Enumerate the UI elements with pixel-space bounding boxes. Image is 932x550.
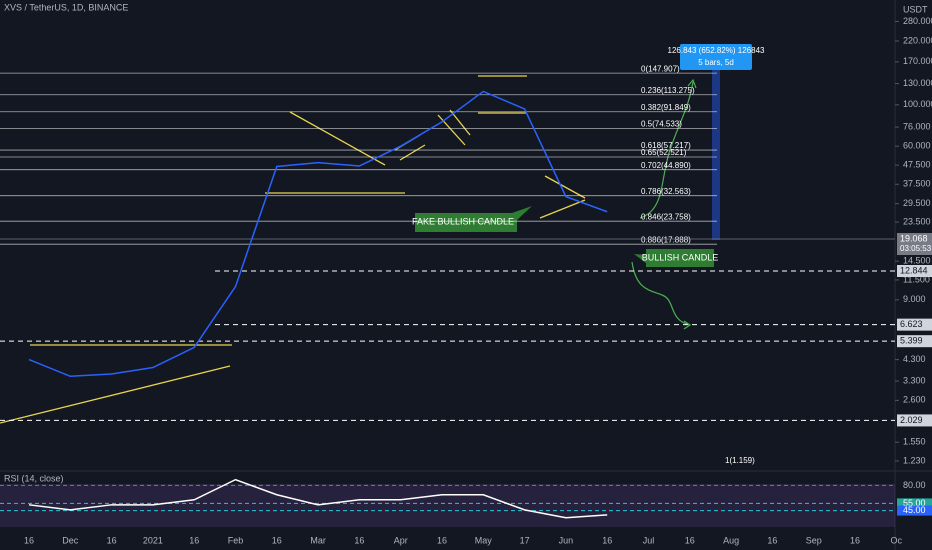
fib-label: 0(147.907) [641,64,680,73]
x-tick-label: May [475,535,493,545]
x-tick-label: 17 [520,535,530,545]
x-tick-label: Aug [723,535,739,545]
price-level-label: 5.399 [900,336,923,346]
x-tick-label: 16 [850,535,860,545]
annotation-box [415,206,532,232]
y-tick-label: 100.000 [903,99,932,109]
countdown: 03:05:53 [900,244,932,253]
y-tick-label: 60.000 [903,141,931,151]
x-tick-label: 16 [437,535,447,545]
y-tick-label: 1.550 [903,437,926,447]
measure-box [680,44,752,70]
fib-label: 0.786(32.563) [641,187,691,196]
rsi-level-tag [897,505,932,516]
x-tick-label: Feb [228,535,244,545]
x-tick-label: 16 [767,535,777,545]
measure-label: 126.843 (652.82%) 126843 [668,46,766,55]
price-level-label: 6.623 [900,319,923,329]
x-tick-label: 16 [272,535,282,545]
y-tick-label: 4.300 [903,354,926,364]
fib-label: 0.618(57.217) [641,141,691,150]
x-tick-label: 16 [685,535,695,545]
y-tick-label: 14.500 [903,256,931,266]
y-tick-label: 220.000 [903,35,932,45]
fib-label: 0.5(74.533) [641,120,682,129]
measure-range [712,70,720,240]
rsi-tick-label: 45.00 [903,505,926,515]
axis-unit: USDT [903,4,928,14]
x-tick-label: 16 [189,535,199,545]
x-tick-label: Dec [62,535,79,545]
rsi-line [28,478,608,519]
price-level-tag [897,335,932,348]
y-tick-label: 37.500 [903,179,931,189]
y-tick-label: 3.300 [903,375,926,385]
price-level-tag [897,265,932,278]
y-tick-label: 2.600 [903,395,926,405]
y-tick-label: 9.000 [903,294,926,304]
fib-label: 1(1.159) [725,456,755,465]
fib-label: 0.886(17.888) [641,235,691,244]
fib-label: 0.236(113.275) [641,86,695,95]
last-price-label: 19.068 [900,233,928,243]
fib-label: 0.65(52.521) [641,148,687,157]
x-tick-label: Jun [559,535,574,545]
symbol-header: XVS / TetherUS, 1D, BINANCE [4,2,128,12]
price-level-label: 2.029 [900,415,923,425]
y-tick-label: 170.000 [903,56,932,66]
fib-label: 0.382(91.849) [641,103,691,112]
rsi-tick-label: 80.00 [903,480,926,490]
x-tick-label: Jul [643,535,655,545]
fib-label: 0.702(44.890) [641,161,691,170]
price-line [28,90,608,378]
last-price-tag [897,233,932,256]
annotation-box [634,249,714,267]
y-tick-label: 130.000 [903,78,932,88]
x-tick-label: Mar [310,535,326,545]
y-tick-label: 1.230 [903,455,926,465]
fib-label: 0.846(23.758) [641,212,691,221]
price-level-tag [897,318,932,331]
x-tick-label: Sep [806,535,822,545]
x-tick-label: 2021 [143,535,163,545]
y-tick-label: 76.000 [903,121,931,131]
rsi-title: RSI (14, close) [4,473,64,483]
x-tick-label: 16 [24,535,34,545]
x-tick-label: Apr [394,535,408,545]
measure-bars: 5 bars, 5d [698,58,734,67]
y-tick-label: 11.500 [903,274,930,284]
trendlines [0,75,586,424]
rsi-level-tag [897,498,932,509]
price-level-label: 12.844 [900,265,928,275]
y-tick-label: 47.500 [903,159,931,169]
y-tick-label: 280.000 [903,16,932,26]
x-tick-label: 16 [354,535,364,545]
y-tick-label: 23.500 [903,216,931,226]
y-tick-label: 29.500 [903,198,931,208]
price-level-tag [897,414,932,427]
rsi-tick-label: 55.00 [903,498,926,508]
x-tick-label: 16 [107,535,117,545]
x-tick-label: Oc [891,535,903,545]
annotation-text: BULLISH CANDLE [642,252,719,262]
x-tick-label: 16 [602,535,612,545]
